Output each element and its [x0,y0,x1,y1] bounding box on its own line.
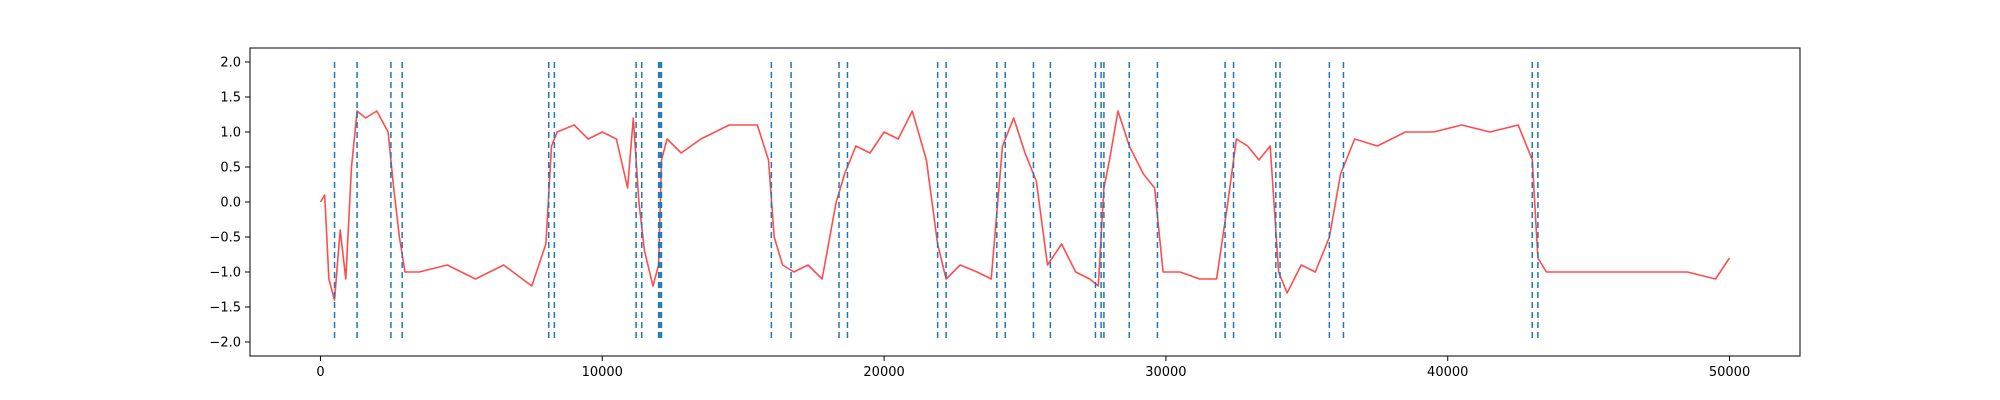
y-tick-label: 2.0 [220,56,241,71]
signal-line [319,110,1731,301]
y-tick-label: 1.0 [220,126,241,141]
vertical-dashed-lines [333,62,1539,342]
x-axis-ticks: 0 10000 20000 30000 40000 50000 [316,356,1750,380]
y-tick-label: −1.0 [209,266,241,281]
y-tick-label: −2.0 [209,336,241,351]
x-tick-label: 0 [316,365,324,380]
x-tick-label: 40000 [1427,365,1468,380]
y-tick-label: 0.0 [220,196,241,211]
x-tick-label: 50000 [1709,365,1750,380]
x-tick-label: 30000 [1145,365,1186,380]
y-tick-label: 1.5 [220,91,241,106]
y-tick-label: −0.5 [209,231,241,246]
y-tick-label: 0.5 [220,161,241,176]
x-tick-label: 20000 [863,365,904,380]
plot-area [319,110,1731,301]
y-axis-ticks: −2.0 −1.5 −1.0 −0.5 0.0 0.5 1.0 1.5 2.0 [209,56,250,351]
y-tick-label: −1.5 [209,301,241,316]
x-tick-label: 10000 [582,365,623,380]
